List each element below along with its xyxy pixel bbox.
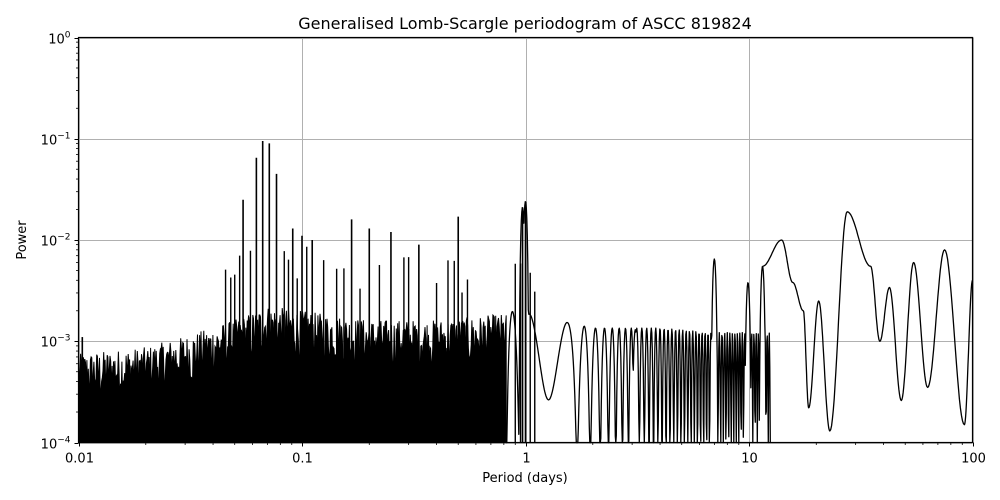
y-tick-label: 10−2 [41,233,71,250]
y-axis-label: Power [15,220,30,260]
y-tick-label: 10−1 [41,132,71,149]
oscillating-band [503,201,771,444]
x-tick-labels: 0.01 0.1 1 10 100 [65,452,986,467]
y-tick-label: 10−4 [41,436,71,453]
axis-ticks [74,38,974,447]
x-tick-label: 0.01 [65,452,94,467]
x-tick-label: 1 [522,452,530,467]
chart-title: Generalised Lomb-Scargle periodogram of … [298,14,752,33]
x-tick-label: 10 [741,452,758,467]
y-tick-labels: 100 10−1 10−2 10−3 10−4 [41,31,71,453]
y-tick-label: 10−3 [41,334,71,351]
y-tick-label: 100 [48,31,71,48]
long-period-curve [762,211,974,432]
x-axis-label: Period (days) [482,471,568,486]
x-tick-label: 100 [961,452,986,467]
series-gls-power [78,141,974,444]
x-tick-label: 0.1 [292,452,313,467]
